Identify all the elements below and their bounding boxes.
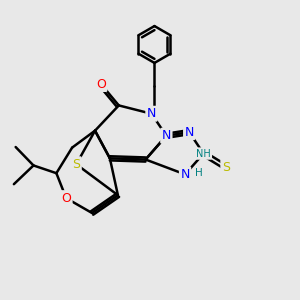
Text: H: H xyxy=(196,168,203,178)
Text: N: N xyxy=(184,126,194,139)
Text: S: S xyxy=(72,158,80,171)
Text: NH: NH xyxy=(196,148,211,159)
Text: N: N xyxy=(147,107,156,120)
Text: O: O xyxy=(96,77,106,91)
Text: N: N xyxy=(162,129,171,142)
Text: S: S xyxy=(222,161,230,174)
Text: N: N xyxy=(180,168,190,181)
Text: O: O xyxy=(61,192,71,205)
